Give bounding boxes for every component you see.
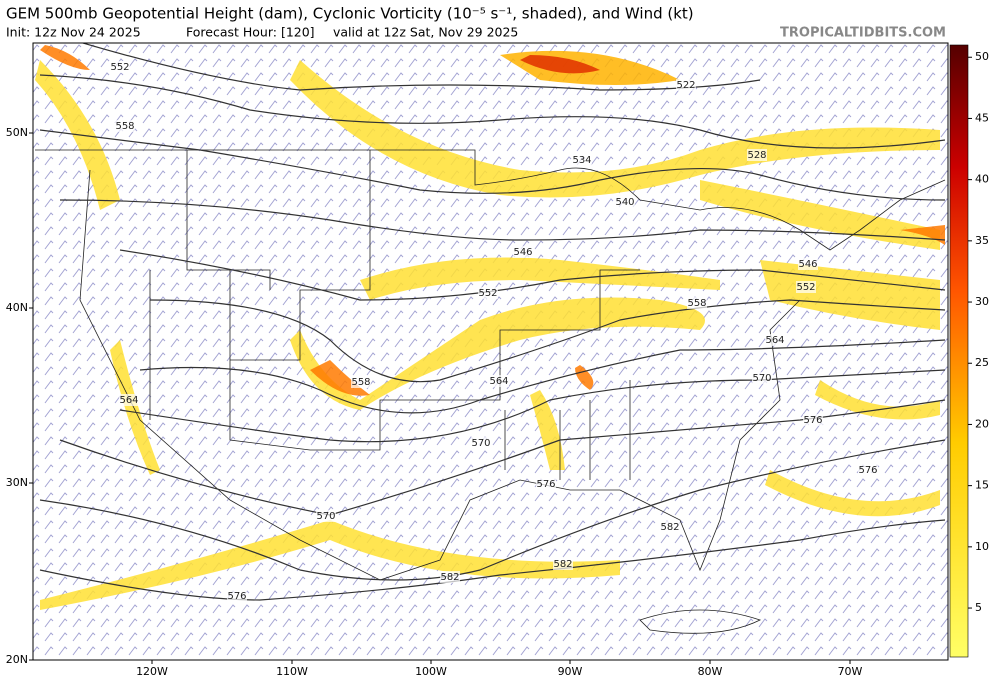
contour-label: 546 <box>513 247 532 258</box>
contour-label: 534 <box>572 155 591 166</box>
contour-label-bg <box>572 154 592 166</box>
contour-label-bg <box>110 61 130 73</box>
contour-label: 546 <box>798 259 817 270</box>
contour-label-bg <box>119 394 139 406</box>
contour-label-bg <box>115 120 135 132</box>
contour-label: 552 <box>796 282 815 293</box>
init-time: Init: 12z Nov 24 2025 <box>6 25 141 40</box>
latitude-label: 50N <box>6 126 28 139</box>
valid-time: valid at 12z Sat, Nov 29 2025 <box>333 25 518 40</box>
contour-label-bg <box>747 149 767 161</box>
contour-label: 576 <box>858 465 877 476</box>
contour-label-bg <box>803 414 823 426</box>
map-frame <box>32 42 949 661</box>
contour-label: 558 <box>687 298 706 309</box>
longitude-label: 120W <box>136 665 168 678</box>
longitude-label: 90W <box>558 665 583 678</box>
contour-label: 564 <box>489 376 508 387</box>
contour-label: 564 <box>765 335 784 346</box>
contour-label-bg <box>687 297 707 309</box>
colorbar-tick-label: 20 <box>975 417 989 430</box>
colorbar-tick-label: 50 <box>975 50 989 63</box>
contour-label-bg <box>351 376 371 388</box>
contour-label: 570 <box>471 438 490 449</box>
contour-label: 552 <box>478 288 497 299</box>
contour-label-bg <box>858 464 878 476</box>
contour-label-bg <box>489 375 509 387</box>
contour-label-bg <box>471 437 491 449</box>
contour-label: 552 <box>110 62 129 73</box>
contour-label: 576 <box>227 591 246 602</box>
contour-label: 558 <box>351 377 370 388</box>
contour-label: 528 <box>747 150 766 161</box>
latitude-label: 40N <box>6 301 28 314</box>
contour-label: 582 <box>660 522 679 533</box>
contour-label: 570 <box>752 373 771 384</box>
contour-label-bg <box>796 281 816 293</box>
contour-label: 582 <box>553 559 572 570</box>
longitude-label: 80W <box>698 665 723 678</box>
longitude-label: 70W <box>838 665 863 678</box>
map-area: 552 558 522 534 528 540 546 552 558 564 570 576 582 5… <box>33 43 948 660</box>
contour-label: 522 <box>676 80 695 91</box>
contour-label-bg <box>478 287 498 299</box>
contour-label: 582 <box>440 572 459 583</box>
latitude-label: 20N <box>6 653 28 666</box>
contour-label-bg <box>440 571 460 583</box>
contour-label-bg <box>513 246 533 258</box>
colorbar-tick-label: 35 <box>975 234 989 247</box>
colorbar <box>949 44 969 658</box>
longitude-label: 110W <box>276 665 308 678</box>
title: GEM 500mb Geopotential Height (dam), Cyc… <box>6 5 694 23</box>
colorbar-tick-label: 5 <box>975 601 982 614</box>
contour-label-bg <box>660 521 680 533</box>
contour-label: 570 <box>316 511 335 522</box>
forecast-hour: Forecast Hour: [120] <box>186 25 315 40</box>
contour-label-bg <box>615 196 635 208</box>
latitude-label: 30N <box>6 476 28 489</box>
contour-label-bg <box>798 258 818 270</box>
contour-label-bg <box>227 590 247 602</box>
contour-label-bg <box>536 478 556 490</box>
colorbar-tick-label: 30 <box>975 295 989 308</box>
contour-label: 540 <box>615 197 634 208</box>
contour-label: 576 <box>536 479 555 490</box>
contour-label-bg <box>752 372 772 384</box>
colorbar-tick-label: 25 <box>975 356 989 369</box>
contour-label-bg <box>765 334 785 346</box>
contour-label-bg <box>553 558 573 570</box>
colorbar-tick-label: 40 <box>975 173 989 186</box>
colorbar-tick-label: 10 <box>975 540 989 553</box>
contour-label: 564 <box>119 395 138 406</box>
contour-label: 576 <box>803 415 822 426</box>
site-credit: TROPICALTIDBITS.COM <box>780 26 946 41</box>
contour-label: 558 <box>115 121 134 132</box>
colorbar-tick-label: 15 <box>975 479 989 492</box>
colorbar-tick-label: 45 <box>975 111 989 124</box>
contour-label-bg <box>676 79 696 91</box>
contour-label-bg <box>316 510 336 522</box>
longitude-label: 100W <box>415 665 447 678</box>
